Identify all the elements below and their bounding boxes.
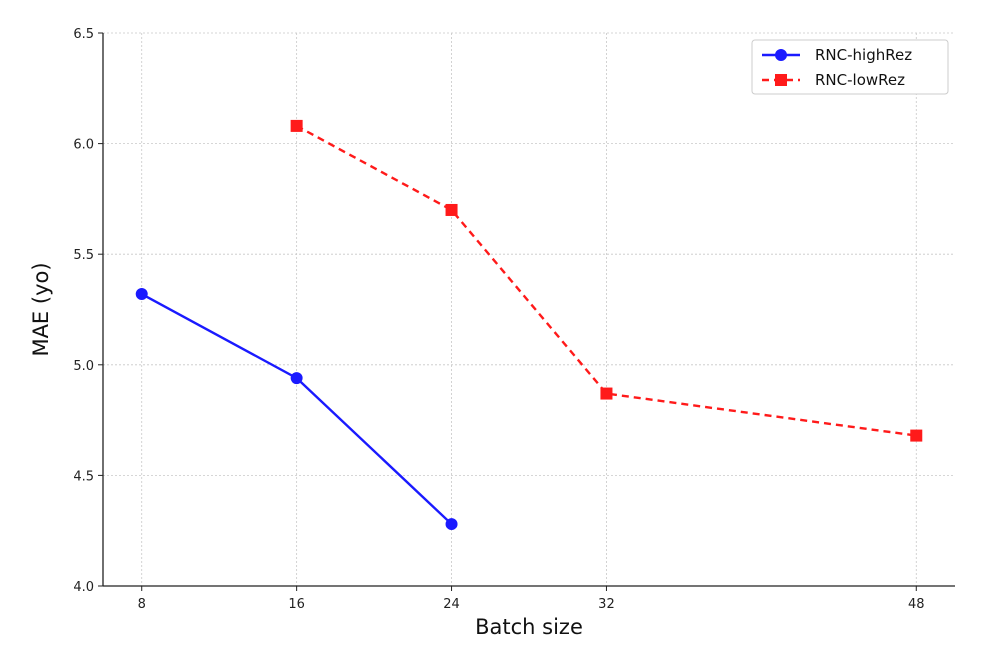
y-tick-label: 6.5	[73, 27, 94, 42]
y-axis-title: MAE (yo)	[29, 262, 53, 356]
y-tick-label: 6.0	[73, 138, 94, 153]
data-point	[600, 387, 613, 400]
legend-item: RNC-highRez	[762, 46, 912, 64]
x-tick-label: 32	[598, 597, 615, 612]
legend-item: RNC-lowRez	[762, 71, 905, 89]
x-tick-label: 24	[443, 597, 460, 612]
data-point	[445, 203, 458, 216]
data-point	[910, 429, 923, 442]
data-point	[135, 288, 148, 301]
series-line	[296, 124, 917, 437]
legend-label: RNC-lowRez	[815, 71, 905, 89]
y-tick-label: 4.5	[73, 469, 94, 484]
x-tick-label: 48	[908, 597, 925, 612]
data-point	[290, 372, 303, 385]
axes-layer	[102, 33, 955, 587]
x-tick-label: 16	[288, 597, 305, 612]
legend: RNC-highRez RNC-lowRez	[751, 39, 949, 95]
series-layer	[135, 119, 923, 531]
series-RNC-highRez	[135, 288, 458, 531]
data-point	[290, 119, 303, 132]
legend-marker	[775, 74, 787, 86]
y-tick-label: 5.0	[73, 359, 94, 374]
grid-layer	[103, 32, 955, 587]
legend-box	[751, 39, 949, 95]
x-axis-title: Batch size	[475, 615, 583, 639]
y-tick-label: 4.0	[73, 580, 94, 595]
legend-marker	[775, 49, 787, 61]
x-tick-label: 8	[138, 597, 146, 612]
y-tick-label: 5.5	[73, 248, 94, 263]
series-RNC-lowRez	[290, 119, 923, 442]
ticks-layer: 8 16 24 32 48 4.0 4.5 5.0 5.5 6.0 6.5	[73, 27, 924, 612]
data-point	[445, 518, 458, 531]
legend-label: RNC-highRez	[815, 46, 912, 64]
